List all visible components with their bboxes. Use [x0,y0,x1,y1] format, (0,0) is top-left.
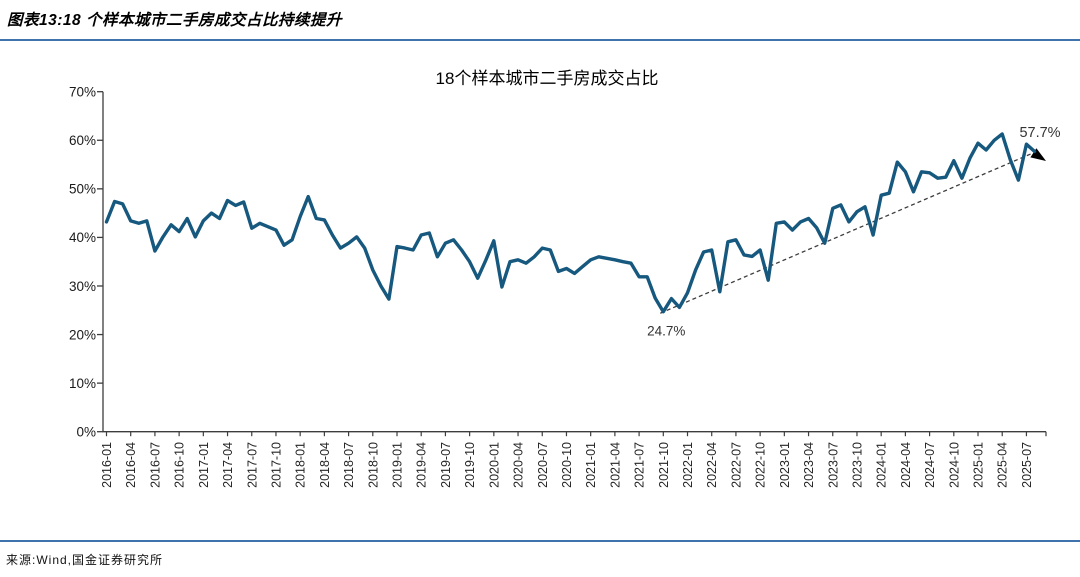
x-tick-label: 2024-07 [923,442,937,488]
x-tick-label: 2021-07 [633,442,647,488]
y-tick-label: 60% [69,133,96,148]
y-tick-label: 40% [69,230,96,245]
figure-label: 图表13:18 个样本城市二手房成交占比持续提升 [7,12,342,29]
x-tick-label: 2024-01 [875,442,889,488]
x-tick-label: 2023-04 [802,442,816,488]
x-tick-label: 2017-10 [269,442,283,488]
x-tick-label: 2018-07 [342,442,356,488]
annotation-latest: 57.7% [1019,125,1060,141]
x-tick-label: 2023-07 [826,442,840,488]
x-tick-label: 2017-04 [221,442,235,488]
x-tick-label: 2022-07 [729,442,743,488]
x-tick-label: 2020-10 [560,442,574,488]
trend-dashed-line [660,152,1034,314]
x-tick-label: 2022-01 [681,442,695,488]
x-tick-label: 2020-01 [487,442,501,488]
x-tick-label: 2017-01 [197,442,211,488]
x-tick-label: 2019-04 [415,442,429,488]
trend-arrowhead [1030,148,1046,161]
axis-frame [102,91,1046,433]
x-tick-label: 2022-10 [754,442,768,488]
y-tick-label: 30% [69,279,96,294]
x-tick-label: 2020-04 [512,442,526,488]
y-tick-label: 20% [69,327,96,342]
y-tick-label: 10% [69,376,96,391]
figure-header: 图表13:18 个样本城市二手房成交占比持续提升 [0,0,1080,41]
chart-title: 18个样本城市二手房成交占比 [436,69,659,88]
x-tick-label: 2020-07 [536,442,550,488]
source-note: 来源:Wind,国金证券研究所 [6,553,164,567]
y-tick-label: 0% [76,425,96,440]
x-tick-label: 2016-10 [173,442,187,488]
x-tick-label: 2023-01 [778,442,792,488]
x-tick-label: 2016-01 [100,442,114,488]
x-tick-label: 2017-07 [245,442,259,488]
x-tick-label: 2019-10 [463,442,477,488]
x-tick-label: 2024-10 [947,442,961,488]
x-tick-label: 2023-10 [850,442,864,488]
x-tick-label: 2016-04 [124,442,138,488]
y-tick-label: 50% [69,182,96,197]
x-tick-label: 2018-10 [366,442,380,488]
x-tick-label: 2021-01 [584,442,598,488]
x-tick-label: 2019-01 [391,442,405,488]
x-tick-label: 2021-10 [657,442,671,488]
line-chart: 18个样本城市二手房成交占比 0% 10% 20% 30% 40% 50% 60% 70% 201… [69,69,1061,488]
figure-footer: 来源:Wind,国金证券研究所 [0,540,1080,576]
x-tick-label: 2024-04 [899,442,913,488]
x-tick-label: 2021-04 [608,442,622,488]
y-tick-label: 70% [69,85,96,100]
x-tick-label: 2019-07 [439,442,453,488]
x-tick-label: 2025-07 [1020,442,1034,488]
x-tick-label: 2022-04 [705,442,719,488]
x-tick-label: 2018-04 [318,442,332,488]
x-tick-label: 2018-01 [294,442,308,488]
x-tick-label: 2025-01 [972,442,986,488]
x-tick-label: 2016-07 [148,442,162,488]
annotation-trough: 24.7% [647,324,685,339]
series-line [104,132,1037,314]
x-tick-label: 2025-04 [996,442,1010,488]
